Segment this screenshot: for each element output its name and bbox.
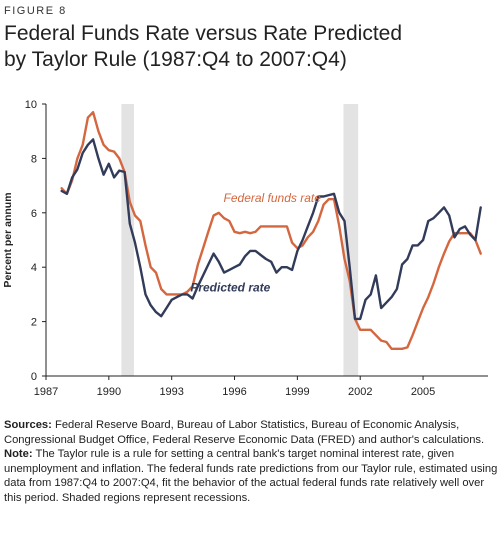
sources-paragraph: Sources: Federal Reserve Board, Bureau o…	[4, 418, 498, 447]
note-text: The Taylor rule is a rule for setting a …	[4, 448, 498, 504]
series-annotations: Federal funds rate Predicted rate	[190, 191, 321, 295]
sources-text: Federal Reserve Board, Bureau of Labor S…	[4, 419, 485, 446]
y-axis-label: Percent per annum	[2, 192, 14, 287]
recession-band-1	[121, 104, 134, 376]
x-tick-label-1987: 1987	[34, 386, 58, 398]
annotation-predicted: Predicted rate	[190, 281, 270, 295]
annotation-federal_funds: Federal funds rate	[224, 191, 322, 205]
axes: 0 2 4 6 8 10 1987 1990 1993 1996 1999 2002 2005 Perce…	[2, 99, 488, 398]
figure-title-line-2: by Taylor Rule (1987:Q4 to 2007:Q4)	[4, 48, 347, 71]
figure-label: FIGURE 8	[4, 5, 67, 17]
y-tick-label-2: 2	[31, 317, 37, 329]
y-tick-label-0: 0	[31, 371, 37, 383]
x-tick-label-1990: 1990	[97, 386, 121, 398]
figure-title: Federal Funds Rate versus Rate Predicted…	[4, 21, 484, 73]
line-chart: 0 2 4 6 8 10 1987 1990 1993 1996 1999 2002 2005 Perce…	[2, 99, 488, 398]
series-line-predicted	[60, 138, 482, 321]
note-paragraph: Note: The Taylor rule is a rule for sett…	[4, 447, 498, 505]
x-tick-label-1993: 1993	[159, 386, 183, 398]
y-tick-label-6: 6	[31, 208, 37, 220]
x-tick-label-2005: 2005	[411, 386, 435, 398]
figure-notes: Sources: Federal Reserve Board, Bureau o…	[4, 418, 498, 506]
note-label: Note:	[4, 448, 33, 461]
sources-label: Sources:	[4, 419, 52, 431]
figure-title-line-1: Federal Funds Rate versus Rate Predicted	[4, 22, 403, 45]
x-tick-label-2002: 2002	[348, 386, 372, 398]
series-lines	[60, 111, 482, 350]
x-tick-label-1999: 1999	[285, 386, 309, 398]
recession-shading	[121, 104, 359, 376]
y-tick-label-8: 8	[31, 153, 37, 165]
y-tick-label-4: 4	[31, 262, 37, 274]
x-tick-label-1996: 1996	[222, 386, 246, 398]
y-tick-label-10: 10	[25, 99, 37, 111]
series-line-federal_funds	[60, 111, 482, 350]
